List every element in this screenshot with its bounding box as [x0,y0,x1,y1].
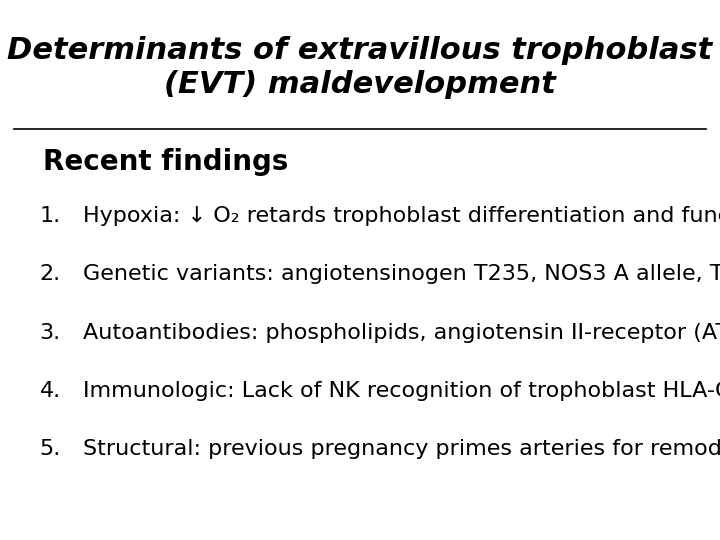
Text: 5.: 5. [40,439,61,460]
Text: 2.: 2. [40,264,60,285]
Text: Genetic variants: angiotensinogen T235, NOS3 A allele, TIMP3: Genetic variants: angiotensinogen T235, … [83,264,720,285]
Text: Hypoxia: ↓ O₂ retards trophoblast differentiation and function: Hypoxia: ↓ O₂ retards trophoblast differ… [83,206,720,226]
Text: Immunologic: Lack of NK recognition of trophoblast HLA-C: Immunologic: Lack of NK recognition of t… [83,381,720,401]
Text: Determinants of extravillous trophoblast
(EVT) maldevelopment: Determinants of extravillous trophoblast… [7,36,713,99]
Text: Autoantibodies: phospholipids, angiotensin II-receptor (AT-1R): Autoantibodies: phospholipids, angiotens… [83,322,720,343]
Text: 4.: 4. [40,381,60,401]
Text: 1.: 1. [40,206,60,226]
Text: Recent findings: Recent findings [43,148,289,176]
Text: 3.: 3. [40,322,60,343]
Text: Structural: previous pregnancy primes arteries for remodeling: Structural: previous pregnancy primes ar… [83,439,720,460]
